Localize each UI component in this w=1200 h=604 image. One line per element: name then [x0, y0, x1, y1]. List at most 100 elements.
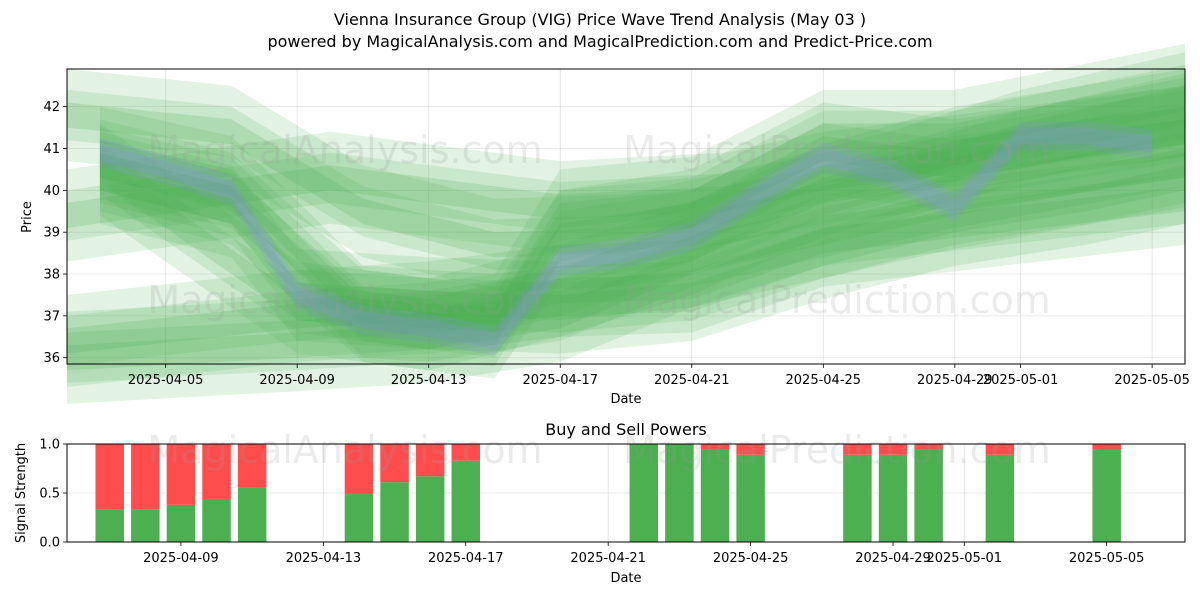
sell-bar — [95, 444, 124, 510]
watermark-text: MagicalAnalysis.com — [147, 278, 542, 322]
wave-band — [67, 173, 1185, 367]
price-y-axis-label: Price — [20, 201, 35, 233]
buy-bar — [380, 482, 409, 542]
buy-bar — [1092, 449, 1121, 542]
buy-bar — [665, 444, 694, 542]
y-tick-label: 0.0 — [39, 536, 60, 551]
wave-bands — [67, 43, 1185, 404]
x-tick-label: 2025-04-29 — [855, 551, 931, 566]
buy-bar — [202, 498, 231, 542]
x-tick-label: 2025-04-13 — [391, 373, 467, 388]
buy-bar — [131, 509, 160, 542]
x-tick-label: 2025-05-01 — [983, 373, 1059, 388]
signal-x-axis-label: Date — [610, 571, 641, 586]
sell-bar — [985, 444, 1015, 455]
y-tick-label: 0.5 — [39, 487, 60, 502]
sell-bar — [166, 444, 196, 505]
wave-band — [67, 136, 1185, 383]
watermarks: MagicalAnalysis.com MagicalPrediction.co… — [147, 428, 1050, 472]
y-tick-label: 42 — [43, 100, 60, 115]
buy-bar — [629, 444, 659, 542]
watermark-text: MagicalPrediction.com — [623, 128, 1051, 172]
x-tick-label: 2025-05-01 — [926, 551, 1002, 566]
x-tick-label: 2025-04-25 — [786, 373, 862, 388]
signal-y-ticks: 0.0 0.5 1.0 — [39, 438, 67, 551]
wave-band — [67, 52, 1185, 291]
wave-band — [67, 85, 1185, 258]
y-tick-label: 39 — [43, 226, 60, 241]
sell-bar — [202, 444, 231, 499]
wave-band — [99, 165, 1185, 321]
sell-bar — [380, 444, 409, 483]
x-tick-label: 2025-04-21 — [654, 373, 730, 388]
signal-y-axis-label: Signal Strength — [14, 443, 29, 543]
x-tick-label: 2025-05-05 — [1114, 373, 1190, 388]
wave-band — [67, 85, 1185, 262]
price-x-ticks: 2025-04-05 2025-04-09 2025-04-13 2025-04-17… — [128, 364, 1190, 388]
buy-bar — [415, 476, 445, 542]
x-tick-label: 2025-04-05 — [128, 373, 204, 388]
chart-title: Vienna Insurance Group (VIG) Price Wave … — [334, 10, 866, 29]
buy-bar — [166, 504, 196, 542]
price-wave-panel: MagicalAnalysis.com MagicalPrediction.co… — [20, 43, 1190, 407]
x-tick-label: 2025-05-05 — [1069, 551, 1145, 566]
y-tick-label: 41 — [43, 142, 60, 157]
wave-band — [67, 106, 1185, 241]
watermark-text: MagicalPrediction.com — [623, 278, 1051, 322]
wave-band — [67, 73, 1185, 270]
wave-band — [99, 102, 1185, 337]
sell-bar — [878, 444, 908, 455]
x-tick-label: 2025-04-13 — [286, 551, 362, 566]
wave-band — [99, 152, 1185, 333]
wave-band — [67, 152, 1185, 387]
buy-bar — [985, 454, 1015, 542]
wave-band — [99, 77, 1185, 333]
buy-sell-title: Buy and Sell Powers — [545, 420, 707, 439]
chart-subtitle: powered by MagicalAnalysis.com and Magic… — [267, 32, 932, 51]
x-tick-label: 2025-04-09 — [143, 551, 219, 566]
wave-band — [99, 43, 1185, 367]
wave-band — [67, 186, 1185, 354]
buy-bar — [95, 509, 124, 542]
signal-x-ticks: 2025-04-09 2025-04-13 2025-04-17 2025-04-21… — [143, 542, 1144, 566]
buy-bar — [736, 454, 765, 542]
x-tick-label: 2025-04-17 — [428, 551, 504, 566]
price-grid — [67, 69, 1185, 364]
wave-band — [67, 115, 1185, 404]
buy-bar — [843, 454, 872, 542]
watermarks: MagicalAnalysis.com MagicalPrediction.co… — [147, 128, 1050, 322]
x-tick-label: 2025-04-21 — [570, 551, 646, 566]
price-y-ticks: 36 37 38 39 40 41 42 — [43, 100, 67, 366]
price-line-band — [99, 121, 1153, 356]
buy-bar — [237, 487, 267, 542]
wave-band — [99, 131, 1185, 354]
wave-band — [67, 148, 1185, 371]
buy-bar — [700, 449, 730, 542]
x-tick-label: 2025-04-09 — [259, 373, 335, 388]
price-line-band — [99, 121, 1153, 356]
price-x-axis-label: Date — [610, 392, 641, 407]
sell-bar — [237, 444, 267, 488]
wave-band — [99, 119, 1185, 346]
wave-band — [99, 69, 1185, 371]
x-tick-label: 2025-04-17 — [522, 373, 598, 388]
sell-bar — [1092, 444, 1121, 450]
y-tick-label: 1.0 — [39, 438, 60, 453]
wave-band — [99, 106, 1185, 358]
y-tick-label: 38 — [43, 268, 60, 283]
y-tick-label: 37 — [43, 309, 60, 324]
buy-bar — [344, 493, 374, 542]
watermark-text: MagicalPrediction.com — [623, 428, 1051, 472]
sell-bar — [700, 444, 730, 450]
price-axes-frame — [66, 68, 1186, 365]
y-tick-label: 36 — [43, 351, 60, 366]
sell-bar — [843, 444, 872, 455]
watermark-text: MagicalAnalysis.com — [147, 128, 542, 172]
wave-band — [67, 119, 1185, 228]
sell-bar — [344, 444, 374, 493]
x-tick-label: 2025-04-29 — [917, 373, 993, 388]
sell-bar — [415, 444, 445, 477]
x-tick-label: 2025-04-25 — [713, 551, 789, 566]
